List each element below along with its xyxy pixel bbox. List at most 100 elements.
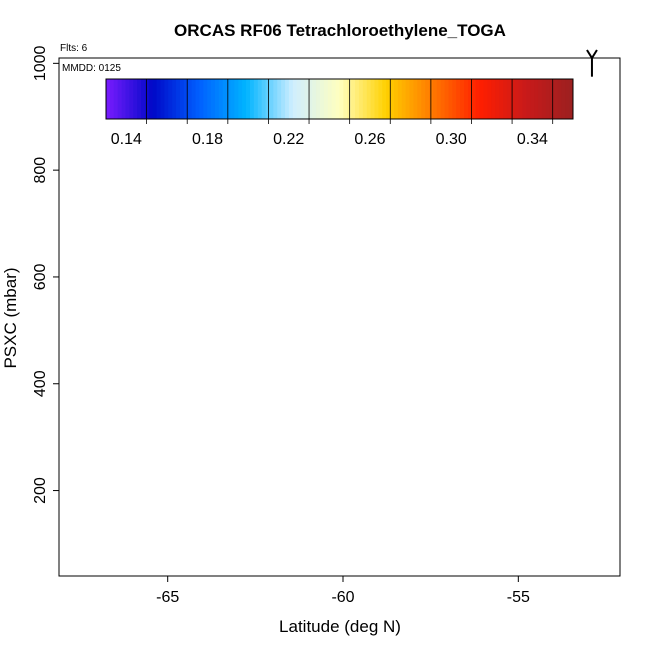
colorbar-segment bbox=[121, 79, 126, 119]
colorbar-segment bbox=[308, 79, 313, 119]
colorbar-segment bbox=[156, 79, 161, 119]
sample-marker bbox=[207, 493, 212, 498]
x-tick-label: -65 bbox=[156, 589, 179, 606]
x-axis: -65 -60 -55 bbox=[156, 576, 530, 606]
colorbar-segment bbox=[409, 79, 414, 119]
colorbar-segment bbox=[417, 79, 422, 119]
sample-marker bbox=[218, 488, 223, 493]
colorbar-segment bbox=[397, 79, 403, 119]
colorbar-segment bbox=[362, 79, 368, 119]
colorbar-segment bbox=[160, 79, 165, 119]
colorbar-segment bbox=[405, 79, 411, 119]
colorbar-segment bbox=[421, 79, 426, 119]
colorbar-segment bbox=[561, 79, 566, 119]
colorbar-segment bbox=[374, 79, 379, 119]
colorbar-segment bbox=[300, 79, 305, 119]
colorbar-segment bbox=[549, 79, 555, 119]
colorbar-segment bbox=[113, 79, 119, 119]
colorbar-segment bbox=[565, 79, 570, 119]
colorbar-segment bbox=[557, 79, 562, 119]
colorbar-segment bbox=[537, 79, 543, 119]
y-tick-label: 800 bbox=[32, 157, 49, 184]
colorbar-segment bbox=[261, 79, 267, 119]
colorbar-segment bbox=[246, 79, 251, 119]
colorbar-segment bbox=[312, 79, 317, 119]
colorbar-segment bbox=[499, 79, 504, 119]
colorbar-tick-label: 0.14 bbox=[111, 131, 142, 148]
colorbar-segment bbox=[386, 79, 391, 119]
colorbar-segment bbox=[495, 79, 500, 119]
colorbar-segment bbox=[320, 79, 325, 119]
colorbar-segment bbox=[351, 79, 356, 119]
colorbar-tick-label: 0.34 bbox=[517, 131, 548, 148]
y-axis: 200 400 600 800 1000 bbox=[32, 45, 59, 504]
colorbar-segment bbox=[238, 79, 243, 119]
colorbar-segment bbox=[164, 79, 169, 119]
colorbar-segment bbox=[207, 79, 212, 119]
colorbar-tick-label: 0.30 bbox=[436, 131, 467, 148]
colorbar-segment bbox=[506, 79, 512, 119]
colorbar-segment bbox=[491, 79, 496, 119]
colorbar-segment bbox=[541, 79, 547, 119]
colorbar-segment bbox=[514, 79, 520, 119]
colorbar-segment bbox=[358, 79, 364, 119]
sample-marker bbox=[64, 440, 69, 445]
sample-marker bbox=[540, 419, 545, 424]
sample-marker bbox=[102, 349, 107, 354]
colorbar-segment bbox=[106, 79, 111, 119]
colorbar-segment bbox=[448, 79, 453, 119]
sample-marker bbox=[593, 125, 598, 130]
colorbar-segment bbox=[518, 79, 523, 119]
sample-marker bbox=[547, 357, 552, 362]
colorbar-segment bbox=[425, 79, 430, 119]
sample-marker bbox=[64, 69, 69, 74]
colorbar-segment bbox=[432, 79, 438, 119]
sample-marker bbox=[67, 64, 72, 69]
x-tick-label: -60 bbox=[331, 589, 354, 606]
colorbar-segment bbox=[526, 79, 531, 119]
colorbar-segment bbox=[117, 79, 123, 119]
chart-title: ORCAS RF06 Tetrachloroethylene_TOGA bbox=[174, 21, 506, 40]
y-tick-label: 400 bbox=[32, 370, 49, 397]
colorbar-segment bbox=[390, 79, 395, 119]
colorbar-segment bbox=[288, 79, 294, 119]
colorbar-segment bbox=[327, 79, 333, 119]
colorbar-segment bbox=[401, 79, 407, 119]
sample-marker bbox=[78, 387, 83, 392]
colorbar-segment bbox=[569, 79, 574, 119]
colorbar-segment bbox=[137, 79, 142, 119]
colorbar-segment bbox=[471, 79, 477, 119]
colorbar-frame bbox=[105, 78, 574, 120]
y-axis-label: PSXC (mbar) bbox=[1, 267, 20, 368]
colorbar-segment bbox=[382, 79, 387, 119]
colorbar-segment bbox=[187, 79, 193, 119]
colorbar-segment bbox=[152, 79, 158, 119]
colorbar-segment bbox=[292, 79, 298, 119]
colorbar-segment bbox=[487, 79, 492, 119]
sample-marker bbox=[88, 285, 93, 290]
plot-frame bbox=[58, 57, 621, 577]
sample-marker bbox=[127, 464, 132, 469]
colorbar-segment bbox=[522, 79, 527, 119]
sample-marker bbox=[533, 384, 538, 389]
colorbar-segment bbox=[370, 79, 376, 119]
sample-marker bbox=[551, 397, 556, 402]
colorbar-segment bbox=[242, 79, 247, 119]
colorbar-segment bbox=[226, 79, 232, 119]
sample-marker bbox=[586, 280, 591, 285]
colorbar-segment bbox=[331, 79, 337, 119]
colorbar-segment bbox=[467, 79, 473, 119]
colorbar-segment bbox=[304, 79, 309, 119]
colorbar-segment bbox=[479, 79, 484, 119]
colorbar-segment bbox=[452, 79, 457, 119]
colorbar-segment bbox=[355, 79, 360, 119]
sample-marker bbox=[71, 440, 76, 445]
colorbar-segment bbox=[339, 79, 344, 119]
x-tick-label: -55 bbox=[507, 589, 530, 606]
colorbar-segment bbox=[265, 79, 270, 119]
colorbar-segment bbox=[253, 79, 259, 119]
colorbar-segment bbox=[323, 79, 329, 119]
colorbar-segment bbox=[129, 79, 134, 119]
colorbar-segment bbox=[168, 79, 173, 119]
